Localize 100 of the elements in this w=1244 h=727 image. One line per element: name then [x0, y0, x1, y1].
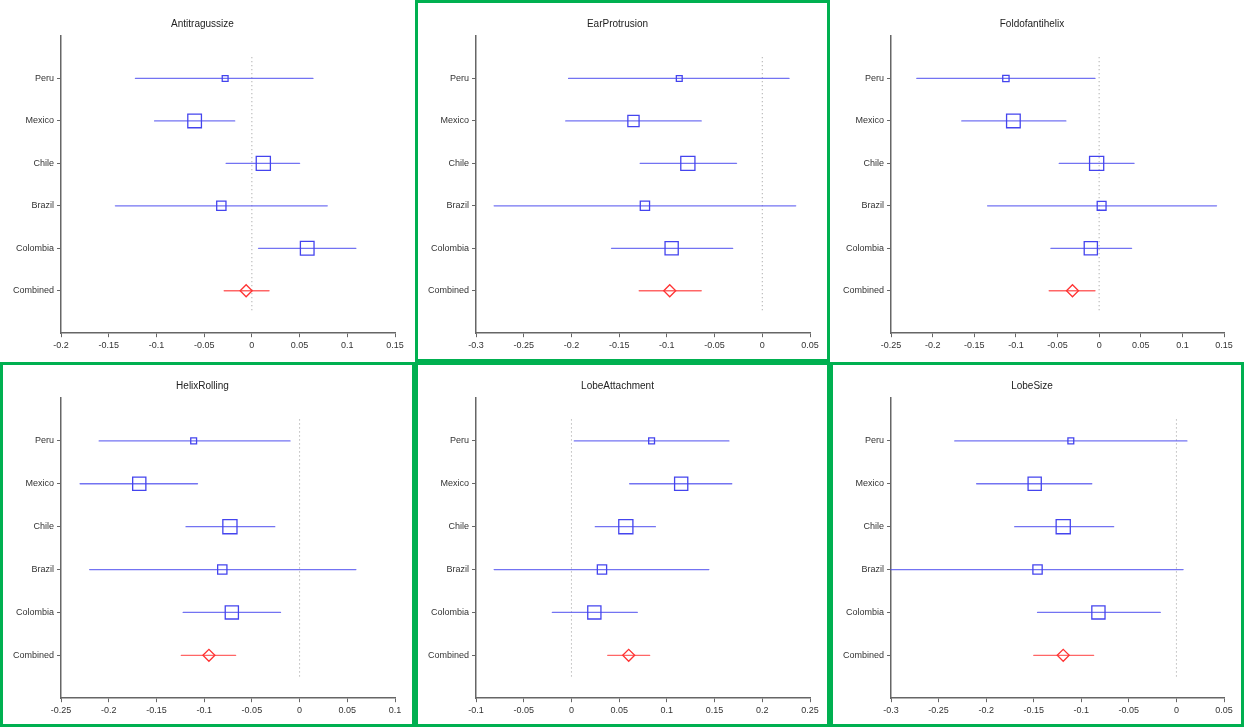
x-tick-label: 0.05 — [801, 340, 819, 351]
point — [639, 200, 651, 212]
x-tick-label: -0.1 — [1073, 705, 1090, 716]
point — [1091, 605, 1106, 620]
y-tick-label: Colombia — [430, 242, 470, 253]
y-tick-label: Chile — [448, 521, 470, 532]
chart-title: EarProtrusion — [586, 17, 649, 29]
point — [1056, 648, 1070, 662]
x-tick-label: -0.15 — [1023, 705, 1044, 716]
x-tick-label: 0.2 — [756, 705, 769, 716]
y-tick-label: Brazil — [861, 564, 885, 575]
point — [224, 605, 240, 620]
x-tick-label: -0.05 — [1047, 340, 1068, 351]
y-tick-label: Colombia — [15, 606, 55, 617]
point — [622, 648, 636, 662]
x-tick-label: 0.1 — [388, 705, 402, 716]
y-tick-label: Peru — [865, 72, 885, 83]
x-tick-label: -0.1 — [1008, 340, 1024, 351]
point — [1083, 241, 1099, 256]
x-tick-label: 0 — [759, 340, 765, 351]
x-tick-label: -0.15 — [98, 340, 119, 351]
point — [239, 284, 253, 298]
x-tick-label: -0.1 — [468, 705, 484, 716]
x-tick-label: -0.1 — [196, 705, 212, 716]
y-tick-label: Brazil — [31, 564, 55, 575]
x-tick-label: -0.25 — [50, 705, 72, 716]
x-tick-label: 0.05 — [338, 705, 357, 716]
point — [1027, 476, 1042, 492]
x-tick-label: -0.2 — [53, 340, 69, 351]
x-tick-label: 0 — [568, 705, 574, 716]
x-tick-label: -0.2 — [924, 340, 941, 351]
point — [618, 518, 634, 535]
x-tick-label: -0.3 — [468, 340, 484, 351]
y-tick-label: Colombia — [845, 242, 885, 253]
y-tick-label: Colombia — [15, 242, 55, 253]
y-tick-label: Colombia — [430, 606, 470, 617]
point — [673, 476, 689, 492]
x-tick-label: -0.2 — [563, 340, 580, 351]
x-tick-label: -0.25 — [513, 340, 534, 351]
y-tick-label: Combined — [842, 285, 885, 296]
point — [664, 241, 679, 256]
y-tick-label: Mexico — [440, 115, 470, 126]
x-tick-label: 0.05 — [1215, 705, 1233, 716]
y-tick-label: Mexico — [25, 115, 55, 126]
y-tick-label: Peru — [450, 435, 470, 446]
x-tick-label: 0.05 — [1131, 340, 1150, 351]
x-tick-label: 0 — [249, 340, 255, 351]
x-tick-label: 0.05 — [610, 705, 628, 716]
point — [1005, 113, 1021, 129]
y-tick-label: Brazil — [31, 200, 55, 211]
y-tick-label: Colombia — [845, 606, 885, 617]
y-tick-label: Peru — [865, 435, 885, 446]
y-tick-label: Peru — [35, 72, 55, 83]
y-tick-label: Chile — [863, 157, 885, 168]
x-tick-label: -0.05 — [704, 340, 725, 351]
y-tick-label: Peru — [35, 435, 55, 446]
x-tick-label: -0.15 — [608, 340, 630, 351]
y-tick-label: Mexico — [855, 115, 885, 126]
x-tick-label: -0.05 — [193, 340, 215, 351]
y-tick-label: Mexico — [440, 478, 470, 489]
x-tick-label: -0.1 — [659, 340, 675, 351]
point — [299, 240, 315, 256]
point — [132, 476, 147, 492]
x-tick-label: -0.15 — [964, 340, 985, 351]
x-tick-label: -0.05 — [1118, 705, 1140, 716]
y-tick-label: Chile — [448, 157, 470, 168]
y-tick-label: Mexico — [855, 478, 885, 489]
y-tick-label: Brazil — [446, 564, 470, 575]
y-tick-label: Combined — [427, 649, 470, 660]
chart-title: HelixRolling — [176, 379, 229, 391]
x-tick-label: -0.2 — [100, 705, 117, 716]
x-tick-label: 0.25 — [801, 705, 819, 716]
chart-title: Antitragussize — [171, 17, 235, 29]
x-tick-label: 0 — [1096, 340, 1102, 351]
point — [587, 605, 602, 620]
x-tick-label: -0.05 — [241, 705, 263, 716]
point — [627, 114, 640, 128]
chart-title: Foldofantihelix — [999, 17, 1065, 29]
x-tick-label: 0.1 — [341, 340, 354, 351]
point — [187, 113, 203, 129]
point — [1055, 518, 1071, 535]
point — [255, 155, 272, 172]
x-tick-label: -0.1 — [148, 340, 165, 351]
x-tick-label: -0.25 — [928, 705, 949, 716]
x-tick-label: 0.1 — [660, 705, 674, 716]
y-tick-label: Combined — [427, 285, 470, 296]
y-tick-label: Combined — [12, 649, 55, 660]
x-tick-label: 0.1 — [1176, 340, 1189, 351]
y-tick-label: Chile — [863, 521, 885, 532]
y-tick-label: Chile — [33, 157, 55, 168]
x-tick-label: -0.05 — [513, 705, 534, 716]
y-tick-label: Combined — [842, 649, 885, 660]
x-tick-label: 0.15 — [705, 705, 724, 716]
x-tick-label: 0 — [1173, 705, 1179, 716]
y-tick-label: Brazil — [861, 200, 885, 211]
x-tick-label: 0.05 — [290, 340, 309, 351]
x-tick-label: 0.15 — [1215, 340, 1233, 351]
point — [1088, 155, 1105, 172]
x-tick-label: -0.2 — [978, 705, 994, 716]
x-tick-label: -0.3 — [883, 705, 899, 716]
